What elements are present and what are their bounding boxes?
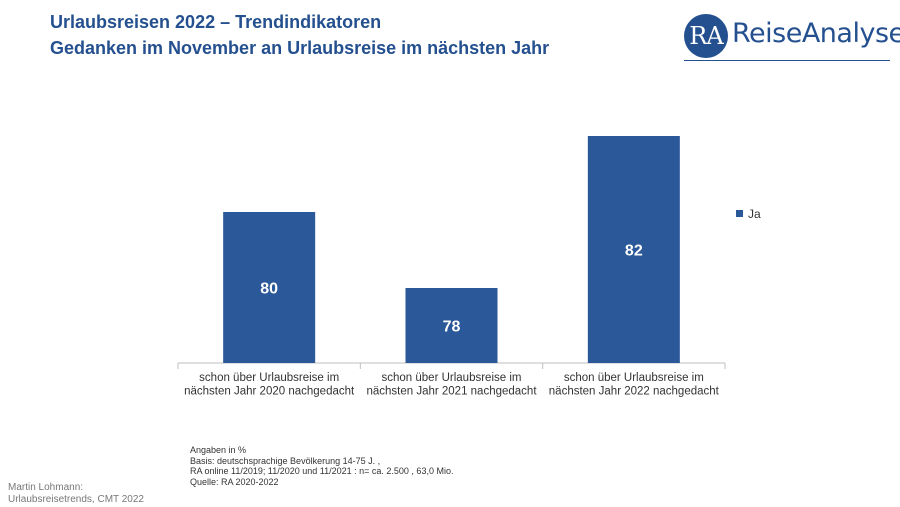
legend-label: Ja — [748, 207, 761, 221]
data-label: 82 — [625, 243, 643, 260]
footnote-line: Basis: deutschsprachige Bevölkerung 14-7… — [190, 455, 381, 466]
chart-title-line1: Urlaubsreisen 2022 – Trendindikatoren — [50, 12, 382, 32]
data-label: 78 — [443, 319, 461, 336]
x-tick-label: nächsten Jahr 2022 nachgedacht — [549, 386, 720, 398]
legend-swatch — [736, 210, 743, 217]
logo-underline — [684, 60, 890, 61]
x-tick-label: nächsten Jahr 2021 nachgedacht — [366, 386, 537, 398]
x-tick-label: schon über Urlaubsreise im — [382, 372, 522, 384]
reiseanalyse-logo: RA ReiseAnalyse — [684, 14, 900, 61]
author-name: Martin Lohmann: — [8, 482, 84, 493]
bar — [223, 212, 316, 363]
footnote-line: Angaben in % — [190, 445, 247, 455]
x-tick-label: schon über Urlaubsreise im — [564, 372, 704, 384]
chart-title-line2: Gedanken im November an Urlaubsreise im … — [50, 38, 550, 58]
bar — [405, 288, 498, 363]
footnote-line: Quelle: RA 2020-2022 — [190, 476, 279, 487]
footnote: Angaben in % Basis: deutschsprachige Bev… — [190, 445, 453, 487]
author-event: Urlaubsreisetrends, CMT 2022 — [8, 493, 144, 505]
author-credit: Martin Lohmann: Urlaubsreisetrends, CMT … — [8, 482, 144, 505]
footnote-line: RA online 11/2019; 11/2020 und 11/2021 :… — [190, 466, 454, 476]
logo-mark: RA — [684, 14, 728, 58]
logo-text: ReiseAnalyse — [732, 18, 900, 49]
data-label: 80 — [260, 281, 278, 298]
x-tick-label: nächsten Jahr 2020 nachgedacht — [184, 386, 355, 398]
bar — [587, 136, 680, 363]
x-tick-label: schon über Urlaubsreise im — [199, 372, 339, 384]
